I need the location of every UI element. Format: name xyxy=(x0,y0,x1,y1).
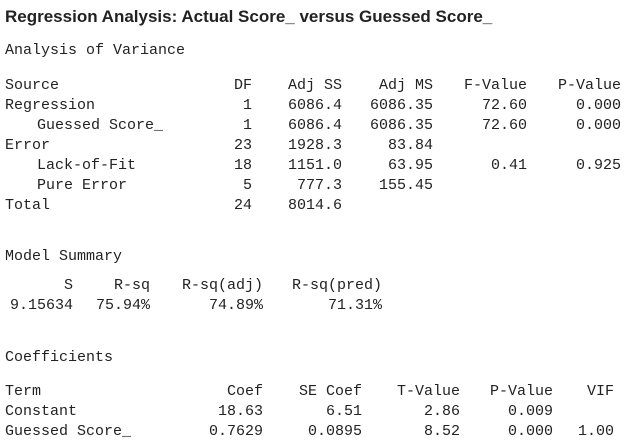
cell: 0.000 xyxy=(508,423,553,440)
heading: Analysis of Variance xyxy=(5,42,185,59)
column-header: R-sq(pred) xyxy=(292,277,382,294)
row-label: Lack-of-Fit xyxy=(37,157,136,174)
cell: 1 xyxy=(243,97,252,114)
cell: 71.31% xyxy=(328,297,383,314)
cell: 74.89% xyxy=(209,297,264,314)
cell: 72.60 xyxy=(482,97,527,114)
cell: 18.63 xyxy=(218,403,263,420)
column-header: DF xyxy=(234,77,252,94)
cell: 0.000 xyxy=(576,117,621,134)
column-header: T-Value xyxy=(397,383,460,400)
column-header: Coef xyxy=(227,383,263,400)
cell: 9.15634 xyxy=(10,297,73,314)
model-summary-table: S R-sq R-sq(adj) R-sq(pred) 9.15634 75.94% 74.… xyxy=(10,277,383,314)
column-header: R-sq xyxy=(114,277,150,294)
cell: 5 xyxy=(243,177,252,194)
cell: 1151.0 xyxy=(288,157,342,174)
cell: 1928.3 xyxy=(288,137,342,154)
column-header: S xyxy=(64,277,73,294)
cell: 24 xyxy=(234,197,252,214)
row-label: Error xyxy=(5,137,50,154)
coefficients-table: Term Coef SE Coef T-Value P-Value VIF Constant… xyxy=(5,383,614,440)
cell: 63.95 xyxy=(388,157,433,174)
cell: 6086.4 xyxy=(288,117,342,134)
column-header: VIF xyxy=(587,383,614,400)
cell: 0.009 xyxy=(508,403,553,420)
row-label: Regression xyxy=(5,97,95,114)
row-label: Pure Error xyxy=(37,177,127,194)
cell: 777.3 xyxy=(297,177,342,194)
cell: 155.45 xyxy=(379,177,433,194)
cell: 1.00 xyxy=(578,423,614,440)
row-label: Total xyxy=(5,197,50,214)
cell: 6.51 xyxy=(326,403,362,420)
heading: Coefficients xyxy=(5,349,113,366)
cell: 23 xyxy=(234,137,252,154)
column-header: Term xyxy=(5,383,41,400)
cell: 8.52 xyxy=(424,423,460,440)
title: Regression Analysis: Actual Score_ versu… xyxy=(5,7,493,26)
column-header: P-Value xyxy=(558,77,621,94)
cell: 0.41 xyxy=(491,157,527,174)
cell: 6086.35 xyxy=(370,117,433,134)
column-header: Adj MS xyxy=(379,77,433,94)
column-header: Source xyxy=(5,77,59,94)
cell: 0.000 xyxy=(576,97,621,114)
row-label: Guessed Score_ xyxy=(37,117,164,134)
column-header: SE Coef xyxy=(299,383,362,400)
cell: 1 xyxy=(243,117,252,134)
cell: 6086.35 xyxy=(370,97,433,114)
cell: 8014.6 xyxy=(288,197,342,214)
row-label: Guessed Score_ xyxy=(5,423,132,440)
anova-table: Source DF Adj SS Adj MS F-Value P-Value Regres… xyxy=(5,77,621,214)
cell: 0.925 xyxy=(576,157,621,174)
cell: 6086.4 xyxy=(288,97,342,114)
column-header: P-Value xyxy=(490,383,553,400)
cell: 18 xyxy=(234,157,252,174)
cell: 0.7629 xyxy=(209,423,263,440)
cell: 75.94% xyxy=(96,297,151,314)
cell: 72.60 xyxy=(482,117,527,134)
column-header: Adj SS xyxy=(288,77,342,94)
column-header: R-sq(adj) xyxy=(182,277,263,294)
cell: 83.84 xyxy=(388,137,433,154)
cell: 0.0895 xyxy=(308,423,362,440)
column-header: F-Value xyxy=(464,77,527,94)
cell: 2.86 xyxy=(424,403,460,420)
heading: Model Summary xyxy=(5,248,122,265)
row-label: Constant xyxy=(5,403,77,420)
